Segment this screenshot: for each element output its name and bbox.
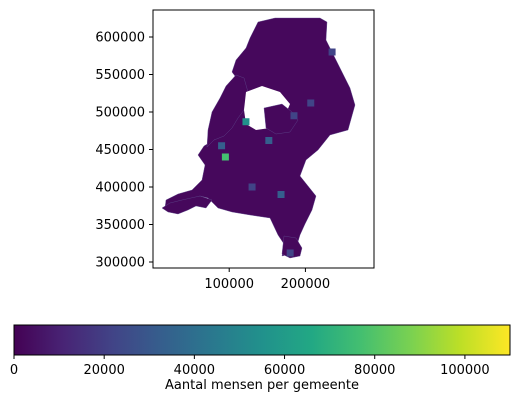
colorbar: [13, 324, 511, 356]
municipality-highlight: [248, 183, 256, 191]
y-tick-label: 550000: [95, 68, 145, 83]
colorbar-tick-label: 100000: [440, 363, 490, 378]
zeeland: [161, 195, 213, 215]
y-tick-label: 450000: [95, 143, 145, 158]
colorbar-tick-label: 20000: [84, 363, 125, 378]
municipality-highlights: [218, 48, 336, 257]
y-tick-label: 300000: [95, 256, 145, 271]
colorbar-tick-label: 0: [10, 363, 18, 378]
municipality-highlight: [286, 249, 294, 257]
municipality-highlight: [277, 191, 285, 198]
x-axis: 100000 200000: [204, 268, 330, 292]
municipality-highlight: [218, 142, 226, 150]
y-tick-label: 350000: [95, 218, 145, 233]
x-tick-label: 200000: [281, 277, 331, 292]
x-tick-label: 100000: [204, 277, 254, 292]
y-axis: 300000 350000 400000 450000 500000 550000 6000…: [95, 31, 153, 271]
y-tick-label: 600000: [95, 31, 145, 46]
municipality-highlight: [221, 153, 229, 161]
municipality-highlight: [290, 112, 298, 120]
colorbar-tick-label: 60000: [264, 363, 305, 378]
municipality-highlight: [307, 99, 315, 107]
netherlands-map: [161, 17, 356, 259]
municipality-highlight: [328, 48, 336, 56]
colorbar-label: Aantal mensen per gemeente: [165, 378, 359, 393]
y-tick-label: 500000: [95, 106, 145, 121]
colorbar-tick-label: 40000: [174, 363, 215, 378]
flevoland: [263, 103, 299, 135]
municipality-highlight: [265, 137, 273, 144]
y-tick-label: 400000: [95, 181, 145, 196]
colorbar-tick-label: 80000: [354, 363, 395, 378]
colorbar-ticks: 0 20000 40000 60000 80000 100000: [10, 355, 490, 378]
municipality-highlight: [242, 118, 250, 126]
